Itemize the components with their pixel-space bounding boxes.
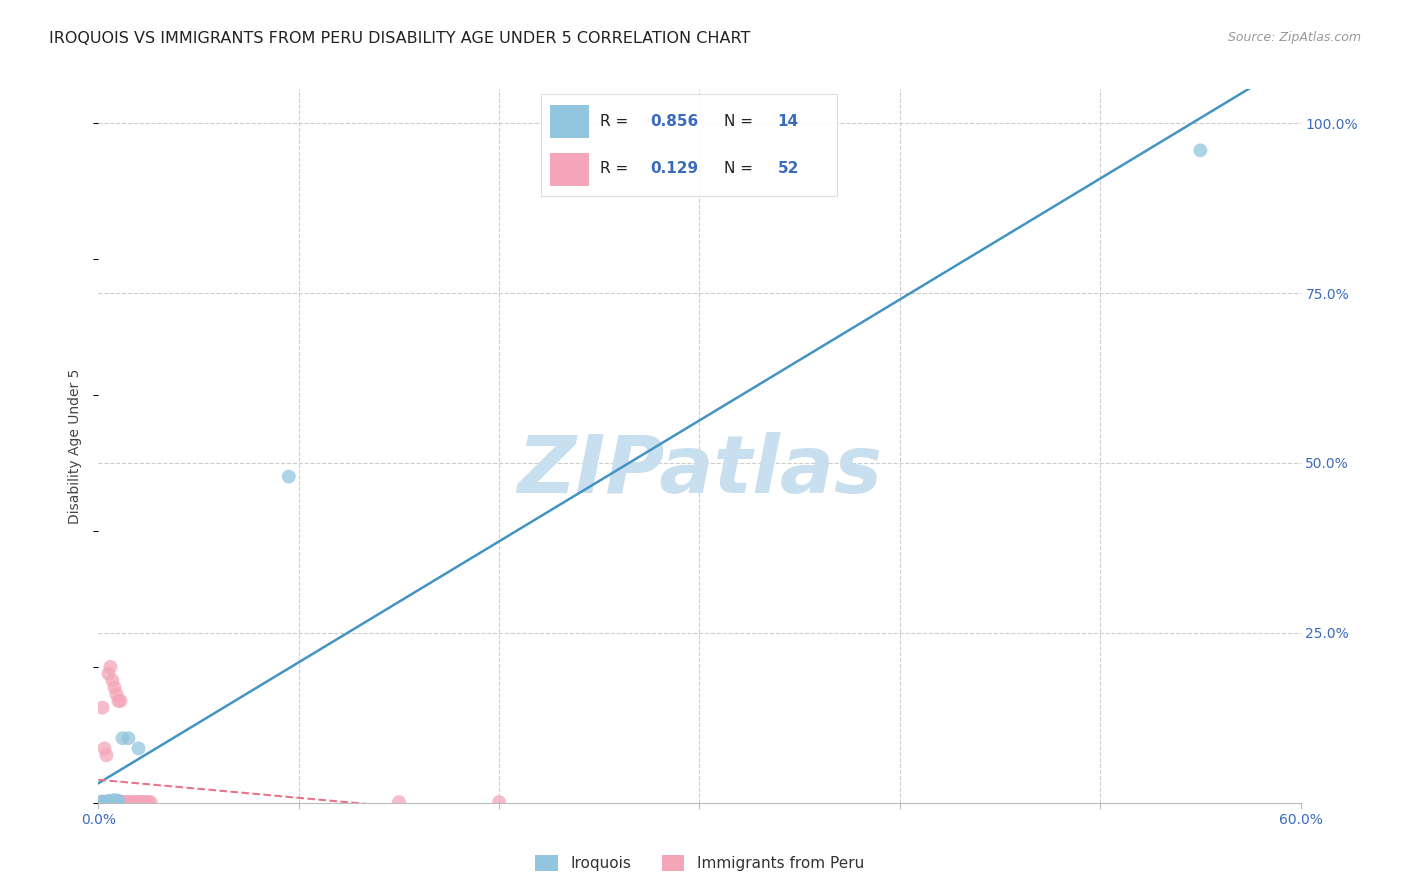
Text: 14: 14: [778, 114, 799, 128]
Legend: Iroquois, Immigrants from Peru: Iroquois, Immigrants from Peru: [529, 849, 870, 877]
Point: [105, 795, 128, 809]
Y-axis label: Disability Age Under 5: Disability Age Under 5: [69, 368, 83, 524]
Point: [103, 793, 125, 807]
Point: [103, 680, 125, 694]
Text: N =: N =: [724, 114, 758, 128]
Point: [101, 795, 124, 809]
Text: Source: ZipAtlas.com: Source: ZipAtlas.com: [1227, 31, 1361, 45]
Point: [96, 795, 118, 809]
Text: 52: 52: [778, 161, 799, 176]
Point: [107, 694, 129, 708]
Point: [103, 795, 125, 809]
Point: [111, 795, 134, 809]
Point: [128, 795, 150, 809]
Point: [96, 795, 118, 809]
Point: [120, 795, 142, 809]
Point: [1189, 144, 1212, 158]
Text: N =: N =: [724, 161, 758, 176]
Point: [128, 741, 150, 756]
Point: [117, 795, 139, 809]
Point: [97, 794, 120, 808]
Point: [101, 795, 124, 809]
Point: [97, 795, 120, 809]
Point: [128, 795, 150, 809]
Point: [107, 794, 129, 808]
Point: [101, 794, 124, 808]
Point: [131, 795, 153, 809]
Point: [115, 795, 138, 809]
Point: [105, 795, 128, 809]
Point: [91, 795, 114, 809]
Point: [101, 795, 124, 809]
Point: [129, 795, 152, 809]
Text: R =: R =: [600, 161, 634, 176]
Point: [101, 673, 124, 688]
FancyBboxPatch shape: [550, 153, 589, 186]
Point: [97, 666, 120, 681]
Point: [488, 795, 510, 809]
Text: 0.856: 0.856: [651, 114, 699, 128]
Point: [97, 795, 120, 809]
Text: R =: R =: [600, 114, 634, 128]
Point: [96, 748, 118, 763]
Point: [93, 795, 115, 809]
Point: [111, 795, 134, 809]
Point: [111, 731, 134, 746]
Point: [134, 795, 156, 809]
Text: IROQUOIS VS IMMIGRANTS FROM PERU DISABILITY AGE UNDER 5 CORRELATION CHART: IROQUOIS VS IMMIGRANTS FROM PERU DISABIL…: [49, 31, 751, 46]
Point: [117, 731, 139, 746]
Point: [277, 469, 299, 483]
Point: [100, 795, 122, 809]
Point: [114, 795, 136, 809]
Point: [110, 795, 132, 809]
Point: [110, 694, 132, 708]
Point: [89, 795, 111, 809]
Point: [107, 795, 129, 809]
Point: [139, 795, 162, 809]
Point: [97, 795, 120, 809]
Point: [124, 795, 146, 809]
Point: [93, 741, 115, 756]
Point: [100, 660, 122, 674]
Point: [93, 795, 115, 809]
Point: [125, 795, 148, 809]
Point: [103, 795, 125, 809]
Text: 0.129: 0.129: [651, 161, 699, 176]
Point: [93, 795, 115, 809]
Point: [96, 795, 118, 809]
Point: [138, 795, 160, 809]
Point: [100, 795, 122, 809]
Point: [135, 795, 157, 809]
Point: [105, 794, 128, 808]
FancyBboxPatch shape: [550, 105, 589, 137]
Point: [105, 687, 128, 701]
Point: [388, 795, 411, 809]
Point: [91, 795, 114, 809]
Point: [121, 795, 143, 809]
Point: [107, 795, 129, 809]
Point: [91, 794, 114, 808]
Point: [91, 700, 114, 714]
Text: ZIPatlas: ZIPatlas: [517, 432, 882, 510]
Point: [110, 795, 132, 809]
Point: [100, 794, 122, 808]
